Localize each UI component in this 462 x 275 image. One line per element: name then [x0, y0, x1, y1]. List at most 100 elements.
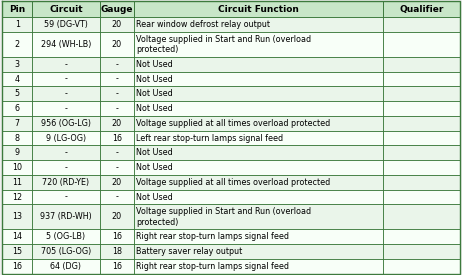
Bar [32, 244, 100, 259]
Text: -: - [116, 192, 118, 202]
Text: Gauge: Gauge [101, 5, 133, 14]
Bar [134, 175, 383, 190]
Text: -: - [116, 148, 118, 157]
Text: Not Used: Not Used [136, 104, 173, 113]
Text: 956 (OG-LG): 956 (OG-LG) [41, 119, 91, 128]
Bar [383, 145, 460, 160]
Bar [2, 244, 32, 259]
Text: Voltage supplied in Start and Run (overload
protected): Voltage supplied in Start and Run (overl… [136, 35, 311, 54]
Text: 16: 16 [12, 262, 22, 271]
Text: -: - [116, 89, 118, 98]
Bar [32, 101, 100, 116]
Text: 13: 13 [12, 212, 22, 221]
Bar [134, 244, 383, 259]
Text: 8: 8 [15, 134, 20, 142]
Text: 9: 9 [15, 148, 20, 157]
Text: 20: 20 [112, 20, 122, 29]
Text: 14: 14 [12, 232, 22, 241]
Bar [100, 229, 134, 244]
Bar [134, 32, 383, 57]
Text: Pin: Pin [9, 5, 25, 14]
Text: Not Used: Not Used [136, 60, 173, 69]
Text: Voltage supplied at all times overload protected: Voltage supplied at all times overload p… [136, 178, 330, 187]
Bar [100, 72, 134, 86]
Bar [134, 259, 383, 274]
Text: 7: 7 [15, 119, 20, 128]
Bar [383, 1, 460, 17]
Text: 64 (DG): 64 (DG) [50, 262, 81, 271]
Text: 20: 20 [112, 119, 122, 128]
Bar [100, 190, 134, 204]
Bar [100, 160, 134, 175]
Bar [383, 229, 460, 244]
Bar [383, 259, 460, 274]
Text: 1: 1 [15, 20, 20, 29]
Text: Battery saver relay output: Battery saver relay output [136, 247, 242, 256]
Text: -: - [64, 60, 67, 69]
Text: 20: 20 [112, 212, 122, 221]
Text: 20: 20 [112, 40, 122, 49]
Bar [383, 190, 460, 204]
Bar [383, 116, 460, 131]
Bar [2, 131, 32, 145]
Bar [32, 1, 100, 17]
Text: 5 (OG-LB): 5 (OG-LB) [46, 232, 85, 241]
Bar [100, 175, 134, 190]
Bar [134, 72, 383, 86]
Text: 11: 11 [12, 178, 22, 187]
Text: -: - [116, 104, 118, 113]
Text: -: - [116, 75, 118, 84]
Bar [32, 145, 100, 160]
Bar [134, 17, 383, 32]
Text: 20: 20 [112, 178, 122, 187]
Bar [383, 17, 460, 32]
Text: 18: 18 [112, 247, 122, 256]
Bar [383, 244, 460, 259]
Text: Not Used: Not Used [136, 192, 173, 202]
Text: 16: 16 [112, 262, 122, 271]
Bar [32, 72, 100, 86]
Bar [134, 116, 383, 131]
Bar [100, 204, 134, 229]
Bar [100, 244, 134, 259]
Bar [32, 259, 100, 274]
Bar [383, 160, 460, 175]
Bar [100, 145, 134, 160]
Text: -: - [64, 192, 67, 202]
Bar [100, 86, 134, 101]
Bar [2, 116, 32, 131]
Text: 16: 16 [112, 232, 122, 241]
Text: Not Used: Not Used [136, 75, 173, 84]
Bar [32, 17, 100, 32]
Bar [100, 32, 134, 57]
Bar [134, 131, 383, 145]
Bar [32, 131, 100, 145]
Bar [32, 190, 100, 204]
Text: 705 (LG-OG): 705 (LG-OG) [41, 247, 91, 256]
Bar [32, 57, 100, 72]
Bar [32, 32, 100, 57]
Text: 937 (RD-WH): 937 (RD-WH) [40, 212, 92, 221]
Bar [383, 86, 460, 101]
Text: -: - [64, 75, 67, 84]
Bar [100, 1, 134, 17]
Bar [2, 101, 32, 116]
Bar [2, 57, 32, 72]
Bar [134, 160, 383, 175]
Bar [383, 101, 460, 116]
Text: Circuit: Circuit [49, 5, 83, 14]
Text: 2: 2 [15, 40, 20, 49]
Text: Not Used: Not Used [136, 148, 173, 157]
Text: 720 (RD-YE): 720 (RD-YE) [43, 178, 90, 187]
Bar [2, 175, 32, 190]
Text: 6: 6 [15, 104, 20, 113]
Bar [100, 101, 134, 116]
Text: -: - [64, 89, 67, 98]
Bar [134, 145, 383, 160]
Text: -: - [116, 163, 118, 172]
Text: 15: 15 [12, 247, 22, 256]
Text: 294 (WH-LB): 294 (WH-LB) [41, 40, 91, 49]
Text: 4: 4 [15, 75, 20, 84]
Bar [383, 32, 460, 57]
Text: -: - [116, 60, 118, 69]
